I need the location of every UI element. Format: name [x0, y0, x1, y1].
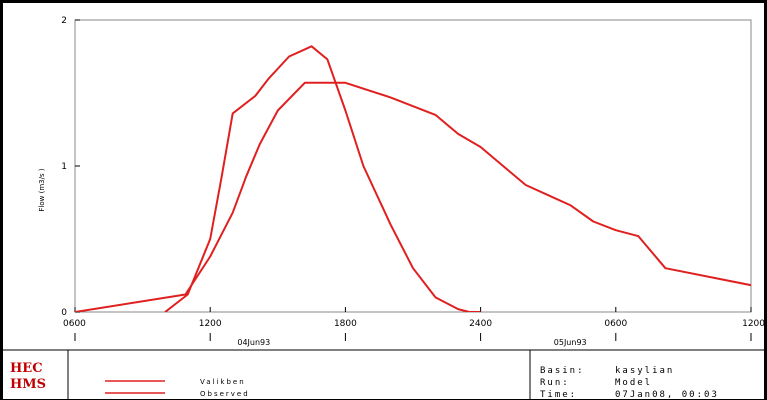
legend-label-valikben: Valikben [200, 378, 246, 386]
y-axis: 0 1 2 [61, 16, 80, 318]
series-line-valikben [75, 81, 751, 312]
series-group [75, 45, 751, 312]
y-tick-label: 0 [61, 308, 67, 318]
x-tick-label: 1200 [199, 319, 222, 329]
legend-label-observed: Observed [200, 390, 250, 398]
y-tick-label: 1 [61, 162, 67, 172]
x-axis: 0600 1200 1800 2400 0600 1200 [63, 307, 765, 341]
x-tick-label: 1800 [334, 319, 357, 329]
series-line-observed [164, 45, 481, 312]
date-label: 04Jun93 [237, 338, 270, 347]
x-tick-label: 0600 [63, 319, 86, 329]
run-value: Model [615, 378, 652, 388]
x-tick-label: 1200 [742, 319, 765, 329]
time-value: 07Jan08, 00:03 [615, 390, 719, 400]
date-labels: 04Jun93 05Jun93 [237, 338, 586, 347]
y-tick-label: 2 [61, 16, 67, 26]
time-label: Time: [540, 390, 577, 400]
basin-label: Basin: [540, 366, 585, 376]
hms-logo-text: HMS [10, 377, 46, 392]
y-axis-label: Flow (m3/s ) [38, 168, 46, 211]
hec-logo-text: HEC [10, 361, 43, 376]
x-tick-label: 0600 [604, 319, 627, 329]
date-label: 05Jun93 [554, 338, 587, 347]
basin-value: kasylian [615, 366, 674, 376]
x-tick-label: 2400 [469, 319, 492, 329]
run-label: Run: [540, 378, 570, 388]
